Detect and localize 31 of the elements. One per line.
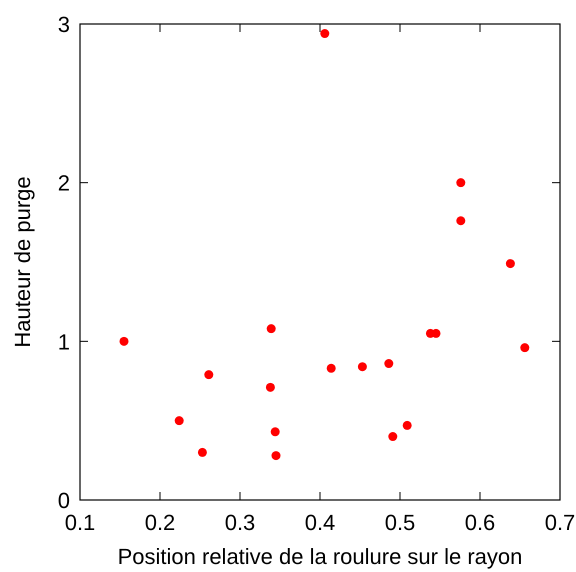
point bbox=[198, 448, 207, 457]
point bbox=[204, 370, 214, 380]
x-tick-label: 0.4 bbox=[304, 510, 336, 535]
y-tick-label: 2 bbox=[58, 170, 70, 196]
point bbox=[456, 216, 466, 226]
y-axis-title: Hauteur de purge bbox=[10, 176, 35, 348]
point bbox=[388, 432, 398, 442]
point bbox=[506, 259, 515, 268]
point bbox=[384, 359, 394, 368]
point bbox=[320, 29, 330, 38]
point bbox=[174, 416, 184, 426]
point bbox=[358, 362, 367, 372]
point bbox=[266, 324, 276, 334]
x-tick-label: 0.2 bbox=[144, 510, 176, 535]
point bbox=[266, 382, 275, 392]
y-tick-label: 3 bbox=[58, 12, 70, 37]
y-tick-label: 0 bbox=[58, 488, 70, 513]
point bbox=[120, 336, 128, 346]
point bbox=[402, 420, 412, 430]
x-tick-label: 0.1 bbox=[64, 510, 96, 535]
x-axis-title: Position relative de la roulure sur le rayon bbox=[118, 544, 522, 569]
point bbox=[456, 178, 466, 188]
point bbox=[520, 343, 530, 352]
x-tick-label: 0.6 bbox=[464, 510, 496, 535]
point bbox=[272, 451, 280, 460]
point bbox=[270, 427, 280, 436]
point bbox=[326, 364, 336, 373]
x-tick-label: 0.3 bbox=[224, 510, 256, 535]
x-tick-label: 0.5 bbox=[384, 510, 416, 535]
x-tick-label: 0.7 bbox=[544, 510, 576, 535]
y-tick-label: 1 bbox=[58, 329, 70, 354]
